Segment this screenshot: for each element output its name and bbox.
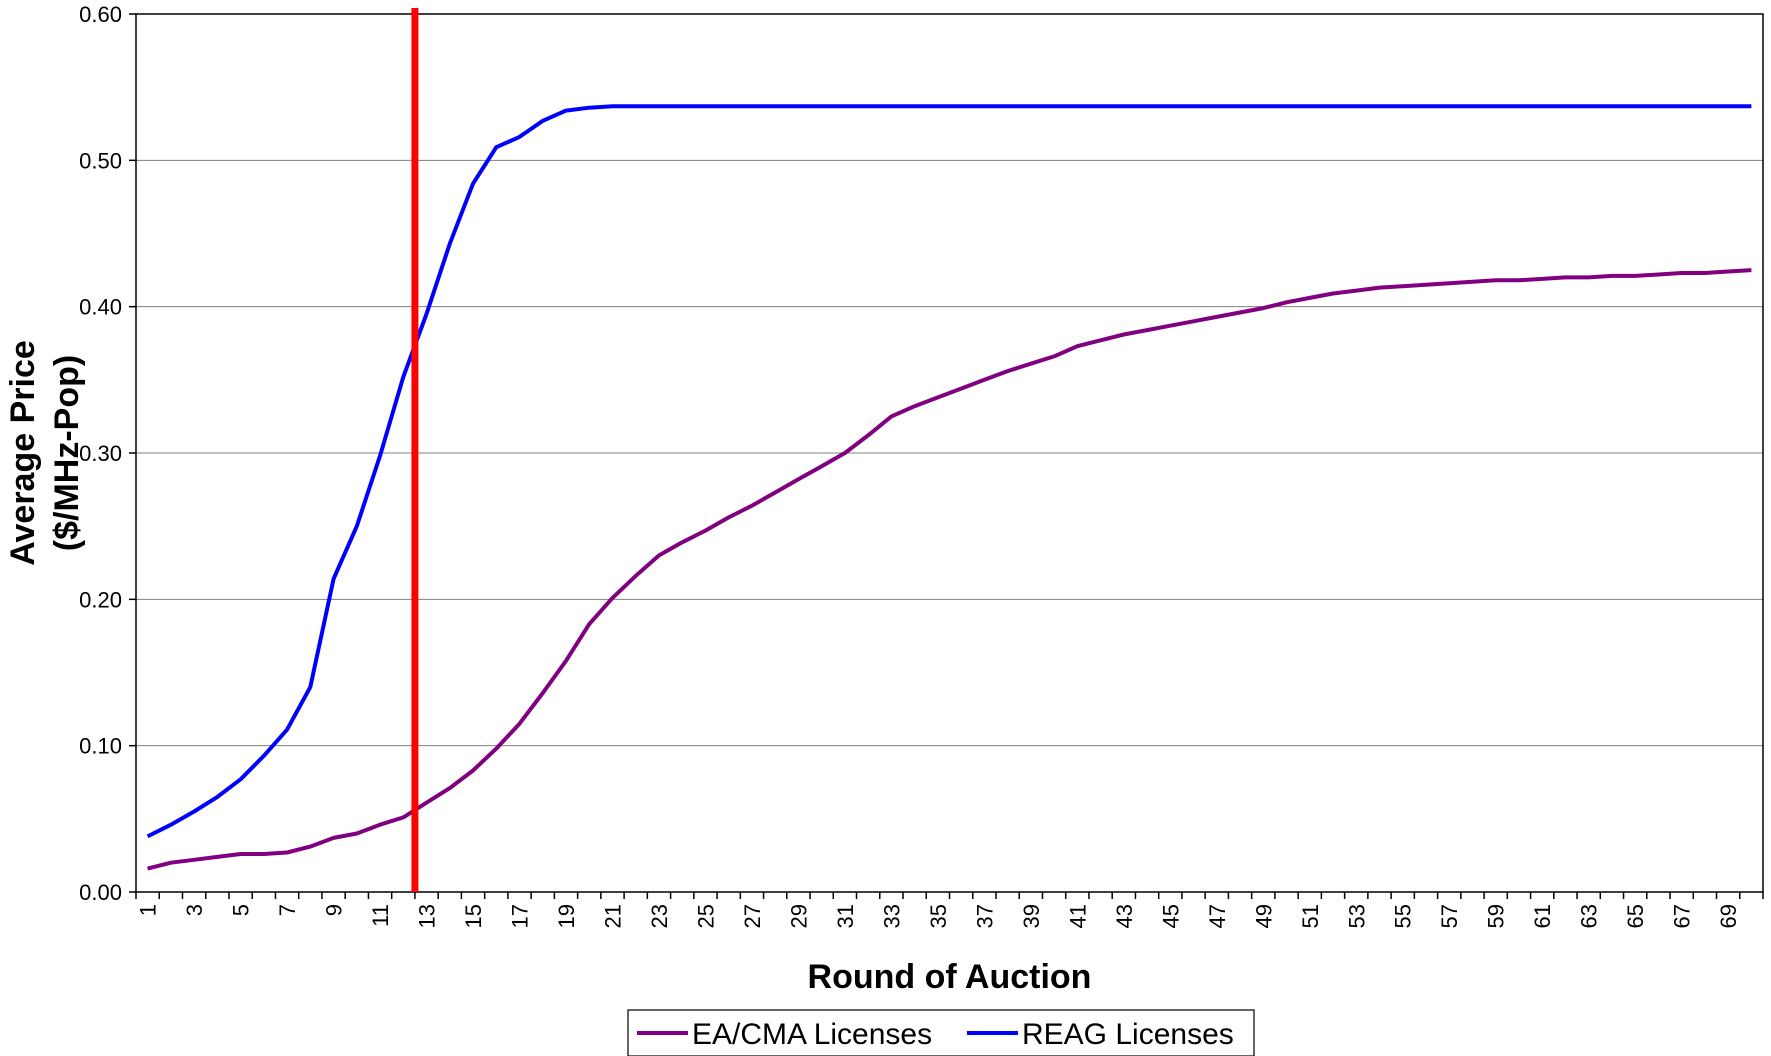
x-tick-label: 21	[600, 904, 625, 928]
y-tick-label: 0.40	[79, 295, 122, 320]
y-tick-label: 0.60	[79, 2, 122, 27]
x-tick-label: 3	[182, 904, 207, 916]
legend-label-ea-cma: EA/CMA Licenses	[692, 1018, 932, 1051]
y-axis-title-line-1: Average Price	[4, 340, 42, 566]
x-tick-label: 33	[879, 904, 904, 928]
x-tick-label: 43	[1112, 904, 1137, 928]
x-tick-label: 13	[415, 904, 440, 928]
x-tick-label: 47	[1205, 904, 1230, 928]
x-axis-title: Round of Auction	[808, 958, 1092, 996]
legend-label-reag: REAG Licenses	[1022, 1018, 1234, 1051]
y-tick-label: 0.50	[79, 148, 122, 173]
x-tick-label: 49	[1251, 904, 1276, 928]
x-tick-label: 61	[1530, 904, 1555, 928]
y-tick-label: 0.00	[79, 880, 122, 905]
x-tick-label: 19	[554, 904, 579, 928]
y-axis-ticks: 0.00 0.10 0.20 0.30 0.40 0.50 0.60	[79, 2, 136, 905]
x-tick-label: 25	[693, 904, 718, 928]
x-tick-label: 65	[1623, 904, 1648, 928]
x-tick-label: 41	[1065, 904, 1090, 928]
series-line-reag-licenses	[146, 104, 1752, 839]
x-tick-label: 39	[1019, 904, 1044, 928]
y-axis-title-line-2: ($/MHz-Pop)	[48, 355, 86, 551]
x-tick-label: 29	[786, 904, 811, 928]
x-tick-label: 7	[275, 904, 300, 916]
x-tick-label: 15	[461, 904, 486, 928]
legend: EA/CMA Licenses REAG Licenses	[627, 1009, 1255, 1056]
y-tick-label: 0.20	[79, 587, 122, 612]
x-tick-label: 35	[926, 904, 951, 928]
x-tick-label: 67	[1670, 904, 1695, 928]
x-tick-label: 27	[740, 904, 765, 928]
x-tick-label: 31	[833, 904, 858, 928]
x-tick-label: 45	[1158, 904, 1183, 928]
x-tick-label: 17	[508, 904, 533, 928]
x-tick-label: 23	[647, 904, 672, 928]
x-tick-label: 55	[1391, 904, 1416, 928]
x-tick-label: 9	[322, 904, 347, 916]
legend-box	[627, 1009, 1255, 1056]
y-tick-label: 0.10	[79, 734, 122, 759]
x-tick-label: 11	[368, 904, 393, 927]
x-tick-label: 5	[229, 904, 254, 916]
x-axis-ticks: 1 3 5 7 9 11 13 15 17 19 21 23 25 27 29 31 33 35 37 39 41 43 4…	[135, 892, 1764, 928]
x-tick-label: 59	[1484, 904, 1509, 928]
x-tick-label: 57	[1437, 904, 1462, 928]
x-tick-label: 1	[136, 904, 161, 916]
x-tick-label: 37	[972, 904, 997, 928]
x-tick-label: 69	[1716, 904, 1741, 928]
series-line-ea-cma-licenses	[147, 268, 1752, 871]
series-lines	[146, 104, 1752, 871]
y-tick-label: 0.30	[79, 441, 122, 466]
x-tick-label: 63	[1577, 904, 1602, 928]
x-tick-label: 53	[1344, 904, 1369, 928]
x-tick-label: 51	[1298, 904, 1323, 928]
gridlines	[136, 159, 1763, 747]
